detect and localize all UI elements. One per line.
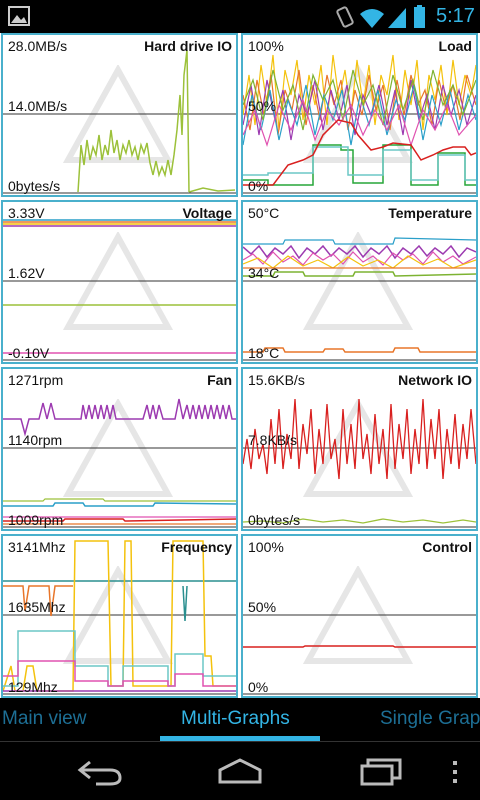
axis-mid-label: 50%: [248, 599, 277, 615]
axis-mid-label: 1140rpm: [8, 432, 63, 448]
graph-title: Hard drive IO: [144, 38, 232, 54]
axis-min-label: 1009rpm: [8, 512, 64, 528]
navigation-bar: [0, 742, 480, 800]
load-plot: [243, 54, 476, 194]
graph-title: Frequency: [161, 539, 232, 555]
axis-mid-label: 50%: [248, 98, 277, 114]
network-io-plot: [243, 398, 476, 528]
axis-mid-label: 7.8KB/s: [248, 432, 298, 448]
graph-hard-drive-io[interactable]: Hard drive IO 28.0MB/s 14.0MB/s 0bytes/s: [1, 33, 238, 197]
back-icon[interactable]: [76, 756, 124, 786]
voltage-watermark-icon: [63, 232, 173, 330]
battery-icon: [414, 5, 425, 28]
graph-title: Control: [422, 539, 472, 555]
graph-load[interactable]: Load 100% 50% 0%: [241, 33, 478, 197]
tab-main-view[interactable]: Main view: [2, 708, 87, 729]
axis-mid-label: 1635Mhz: [8, 599, 66, 615]
fan-plot: [3, 398, 236, 528]
home-icon[interactable]: [216, 756, 264, 786]
axis-max-label: 50°C: [248, 205, 280, 221]
axis-max-label: 100%: [248, 38, 284, 54]
axis-min-label: 18°C: [248, 345, 280, 361]
axis-max-label: 3.33V: [8, 205, 45, 221]
multi-graphs-grid: Hard drive IO 28.0MB/s 14.0MB/s 0bytes/s…: [0, 33, 480, 698]
tab-divider: [0, 741, 480, 742]
axis-max-label: 28.0MB/s: [8, 38, 68, 54]
wifi-icon: [360, 9, 384, 28]
axis-mid-label: 34°C: [248, 265, 280, 281]
signal-icon: [388, 8, 406, 28]
axis-min-label: -0.10V: [8, 345, 50, 361]
frequency-watermark-icon: [63, 566, 173, 664]
graph-voltage[interactable]: Voltage 3.33V 1.62V -0.10V: [1, 200, 238, 364]
axis-min-label: 0bytes/s: [248, 512, 301, 528]
axis-min-label: 129Mhz: [8, 679, 58, 695]
axis-min-label: 0bytes/s: [8, 178, 61, 194]
axis-mid-label: 1.62V: [8, 265, 45, 281]
axis-min-label: 0%: [248, 679, 269, 695]
hard-drive-watermark-icon: [63, 65, 173, 163]
frequency-plot: [3, 540, 236, 695]
active-tab-indicator: [160, 736, 320, 741]
status-bar: 5:17: [0, 0, 480, 33]
graph-title: Network IO: [398, 372, 472, 388]
tab-single-graph[interactable]: Single Grap: [380, 708, 480, 729]
axis-min-label: 0%: [248, 178, 269, 194]
tab-bar: Main view Multi-Graphs Single Grap: [0, 698, 480, 742]
graph-temperature[interactable]: Temperature 50°C 34°C 18°C: [241, 200, 478, 364]
tab-multi-graphs[interactable]: Multi-Graphs: [181, 708, 290, 729]
axis-max-label: 100%: [248, 539, 284, 555]
graph-title: Voltage: [182, 205, 232, 221]
temperature-plot: [243, 237, 476, 361]
graph-frequency[interactable]: Frequency 3141Mhz 1635Mhz 129Mhz: [1, 534, 238, 698]
voltage-plot: [3, 219, 236, 361]
clock: 5:17: [436, 5, 475, 27]
control-watermark-icon: [303, 566, 413, 664]
graph-title: Temperature: [388, 205, 472, 221]
system-icons: [336, 5, 425, 28]
overflow-menu-icon[interactable]: [448, 760, 462, 784]
axis-max-label: 3141Mhz: [8, 539, 66, 555]
graph-network-io[interactable]: Network IO 15.6KB/s 7.8KB/s 0bytes/s: [241, 367, 478, 531]
graph-control[interactable]: Control 100% 50% 0%: [241, 534, 478, 698]
hard-drive-io-plot: [3, 49, 236, 194]
recent-apps-icon[interactable]: [356, 756, 404, 786]
graph-title: Fan: [207, 372, 232, 388]
axis-max-label: 1271rpm: [8, 372, 64, 388]
axis-mid-label: 14.0MB/s: [8, 98, 68, 114]
temperature-watermark-icon: [303, 232, 413, 330]
graph-title: Load: [438, 38, 472, 54]
graph-fan[interactable]: Fan 1271rpm 1140rpm 1009rpm: [1, 367, 238, 531]
fan-watermark-icon: [63, 399, 173, 497]
control-plot: [243, 614, 476, 695]
picture-notification-icon: [8, 6, 30, 26]
vibrate-icon: [336, 6, 354, 28]
axis-max-label: 15.6KB/s: [248, 372, 305, 388]
